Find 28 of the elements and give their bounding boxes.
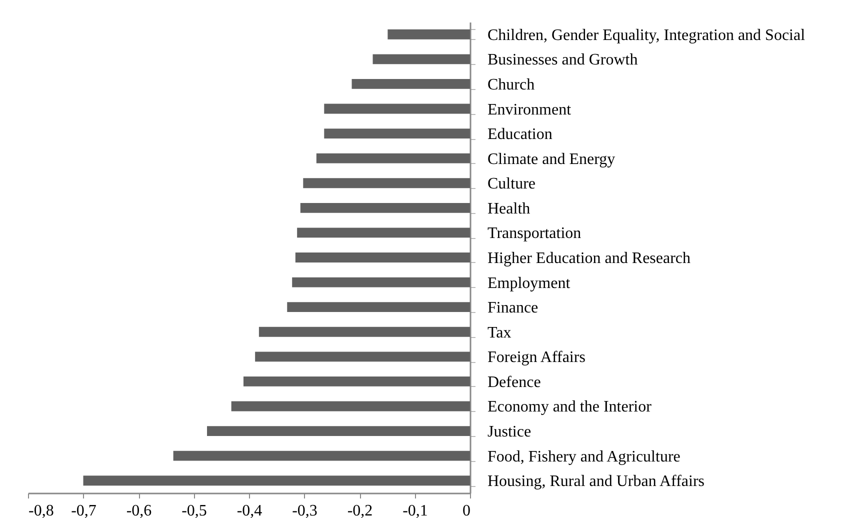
y-tick-label: Culture xyxy=(488,176,536,193)
x-tick-label: -0,3 xyxy=(292,502,318,518)
y-tick-label: Justice xyxy=(488,424,532,441)
x-tick-label: -0,4 xyxy=(236,502,262,518)
y-tick-label: Finance xyxy=(488,300,538,317)
x-tick-label: -0,8 xyxy=(28,502,54,518)
y-tick-label: Health xyxy=(488,200,530,218)
x-tick-label: -0,1 xyxy=(402,502,428,518)
y-tick-label: Defence xyxy=(488,374,541,391)
y-tick-label: Employment xyxy=(488,274,571,292)
y-tick-label: Foreign Affairs xyxy=(488,349,586,366)
y-tick-label: Children, Gender Equality, Integration and Social xyxy=(488,26,806,44)
x-tick-label: 0 xyxy=(462,502,470,518)
x-tick-label: -0,2 xyxy=(347,502,373,518)
y-tick-label: Climate and Energy xyxy=(488,150,616,168)
y-tick-label: Food, Fishery and Agriculture xyxy=(488,448,680,466)
y-tick-label: Economy and the Interior xyxy=(488,398,652,416)
y-tick-label: Tax xyxy=(488,324,512,342)
x-tick-label: -0,7 xyxy=(71,502,96,518)
y-tick-label: Education xyxy=(488,126,552,144)
y-tick-label: Housing, Rural and Urban Affairs xyxy=(488,473,704,490)
y-tick-label: Businesses and Growth xyxy=(488,52,638,69)
x-tick-label: -0,6 xyxy=(126,502,152,518)
y-tick-label: Transportation xyxy=(488,225,582,242)
y-tick-label: Environment xyxy=(488,101,572,118)
y-tick-label: Church xyxy=(488,76,535,94)
y-tick-label: Higher Education and Research xyxy=(488,250,691,267)
x-tick-label: -0,5 xyxy=(182,502,207,518)
